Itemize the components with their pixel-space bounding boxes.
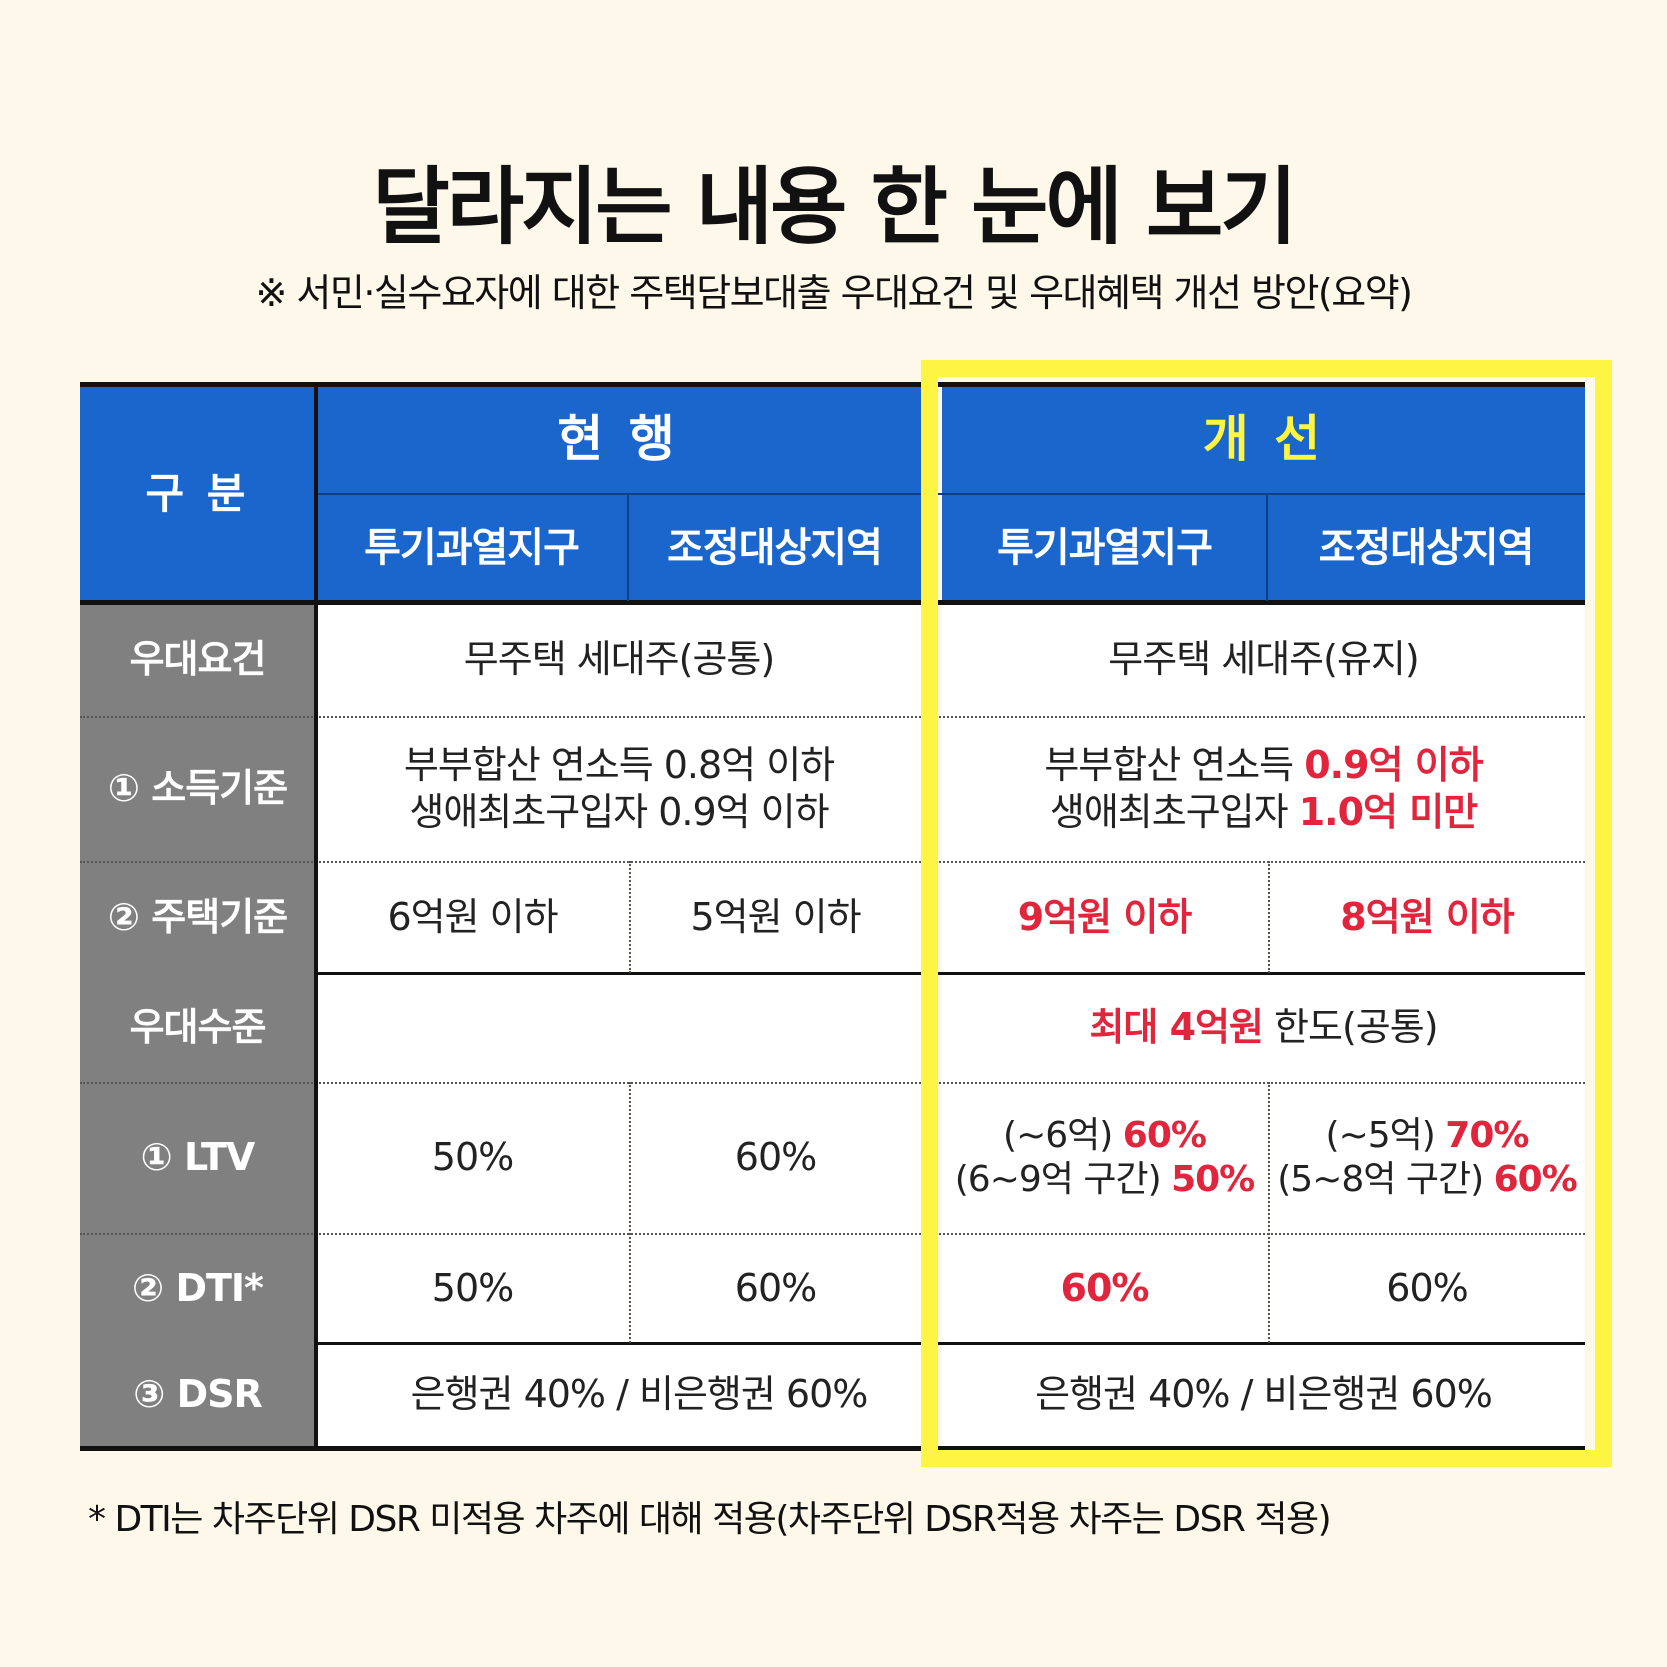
page-subtitle: ※ 서민·실수요자에 대한 주택담보대출 우대요건 및 우대혜택 개선 방안(요…	[255, 271, 1413, 315]
improved-benefit-level: 최대 4억원 한도(공통)	[942, 973, 1585, 1082]
improved-dti-adjustment: 60%	[1269, 1233, 1585, 1343]
improved-ltv-adjustment: (~5억) 70% (5~8억 구간) 60%	[1269, 1082, 1585, 1233]
improved-income-line1: 부부합산 연소득 0.9억 이하	[1044, 743, 1483, 788]
header-column-divider	[1266, 494, 1268, 601]
current-housing-adjustment: 5억원 이하	[630, 861, 921, 973]
row-label-dti: ② DTI*	[80, 1233, 315, 1343]
current-dti-speculation: 50%	[317, 1233, 628, 1343]
improved-highlight-frame	[921, 360, 1612, 1467]
current-housing-speculation: 6억원 이하	[317, 861, 628, 973]
footnote: * DTI는 차주단위 DSR 미적용 차주에 대해 적용(차주단위 DSR적용…	[88, 1499, 1332, 1540]
row-label-ltv: ① LTV	[80, 1082, 315, 1233]
row-divider	[80, 861, 1585, 863]
current-benefit-level	[317, 973, 921, 1082]
improved-income-line2: 생애최초구입자 1.0억 미만	[1049, 789, 1478, 834]
column-divider	[1268, 861, 1270, 973]
current-ltv-adjustment: 60%	[630, 1082, 921, 1233]
row-label-eligibility: 우대요건	[80, 602, 315, 716]
current-eligibility: 무주택 세대주(공통)	[317, 602, 921, 716]
improved-income: 부부합산 연소득 0.9억 이하 생애최초구입자 1.0억 미만	[942, 716, 1585, 861]
row-label-housing: ② 주택기준	[80, 861, 315, 973]
improved-ltv-speculation: (~6억) 60% (6~9억 구간) 50%	[942, 1082, 1267, 1233]
current-dti-adjustment: 60%	[630, 1233, 921, 1343]
improved-dsr: 은행권 40% / 비은행권 60%	[942, 1343, 1585, 1446]
current-ltv-speculation: 50%	[317, 1082, 628, 1233]
header-category: 구 분	[80, 385, 315, 602]
row-divider	[80, 1233, 1585, 1235]
improved-eligibility: 무주택 세대주(유지)	[942, 602, 1585, 716]
current-income-line2: 생애최초구입자 0.9억 이하	[409, 789, 829, 834]
table-bottom-border	[80, 1446, 1585, 1451]
current-income: 부부합산 연소득 0.8억 이하 생애최초구입자 0.9억 이하	[317, 716, 921, 861]
row-divider	[80, 716, 1585, 718]
row-label-income: ① 소득기준	[80, 716, 315, 861]
header-improved-speculation: 투기과열지구	[942, 494, 1267, 602]
improved-housing-speculation: 9억원 이하	[942, 861, 1267, 973]
column-divider	[629, 1082, 631, 1343]
column-divider	[1268, 1082, 1270, 1343]
current-dsr: 은행권 40% / 비은행권 60%	[317, 1343, 921, 1446]
category-column-divider	[314, 382, 318, 1451]
column-divider	[629, 861, 631, 973]
page-title: 달라지는 내용 한 눈에 보기	[372, 158, 1297, 256]
header-current-speculation: 투기과열지구	[315, 494, 628, 602]
improved-dti-speculation: 60%	[942, 1233, 1267, 1343]
header-bottom-border	[80, 600, 1585, 605]
header-column-divider	[627, 494, 629, 601]
header-improved-adjustment: 조정대상지역	[1267, 494, 1585, 602]
section-divider	[315, 972, 1585, 975]
header-current-adjustment: 조정대상지역	[628, 494, 921, 602]
table-top-border	[80, 382, 1585, 387]
current-income-line1: 부부합산 연소득 0.8억 이하	[403, 743, 835, 788]
improved-housing-adjustment: 8억원 이하	[1269, 861, 1585, 973]
header-improved: 개 선	[942, 385, 1585, 494]
header-divider	[315, 493, 1585, 495]
row-label-benefit-level: 우대수준	[80, 973, 315, 1082]
section-divider	[315, 1342, 1585, 1345]
header-current: 현 행	[315, 385, 921, 494]
row-label-dsr: ③ DSR	[80, 1343, 315, 1446]
row-divider	[80, 1082, 1585, 1084]
